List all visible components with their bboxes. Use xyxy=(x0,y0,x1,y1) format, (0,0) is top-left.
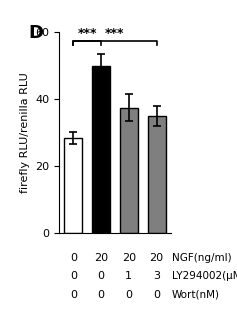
Text: 0: 0 xyxy=(153,290,160,299)
Text: Wort(nM): Wort(nM) xyxy=(172,290,220,299)
Text: D: D xyxy=(28,24,43,42)
Text: 1: 1 xyxy=(125,272,132,282)
Text: 20: 20 xyxy=(122,253,136,263)
Bar xyxy=(64,138,82,233)
Y-axis label: firefly RLU/renilla RLU: firefly RLU/renilla RLU xyxy=(20,73,30,193)
Text: 0: 0 xyxy=(125,290,132,299)
Text: LY294002(μM): LY294002(μM) xyxy=(172,272,237,282)
Text: 20: 20 xyxy=(150,253,164,263)
Text: 0: 0 xyxy=(70,272,77,282)
Text: ***: *** xyxy=(105,27,125,40)
Text: 3: 3 xyxy=(153,272,160,282)
Text: 0: 0 xyxy=(98,290,105,299)
Text: 0: 0 xyxy=(70,290,77,299)
Text: 0: 0 xyxy=(98,272,105,282)
Bar xyxy=(92,66,110,233)
Text: 0: 0 xyxy=(70,253,77,263)
Bar xyxy=(120,108,138,233)
Text: NGF(ng/ml): NGF(ng/ml) xyxy=(172,253,232,263)
Bar xyxy=(148,116,166,233)
Text: ***: *** xyxy=(77,27,97,40)
Text: 20: 20 xyxy=(94,253,108,263)
